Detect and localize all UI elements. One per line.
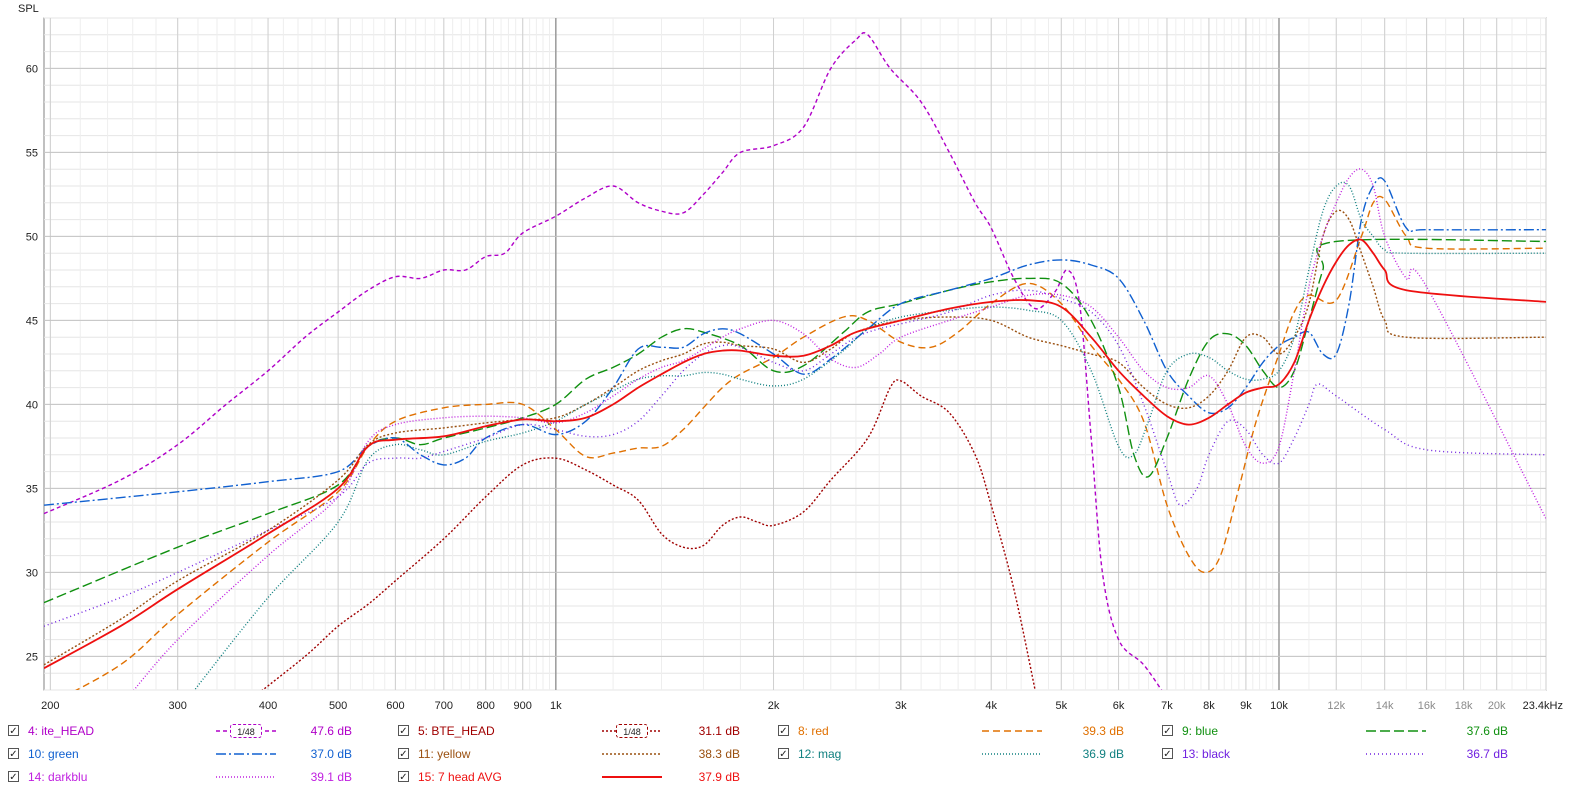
x-tick-label: 14k [1376, 700, 1394, 712]
legend-value: 47.6 dB [310, 724, 352, 738]
legend-value: 36.7 dB [1466, 747, 1508, 761]
y-tick-label: 45 [26, 315, 38, 327]
series-line-1 [44, 32, 1163, 690]
legend-line-sample [982, 753, 1042, 755]
legend-value: 39.3 dB [1082, 724, 1124, 738]
x-tick-label: 1k [550, 700, 562, 712]
y-tick-label: 55 [26, 147, 38, 159]
legend-item: ✓ 4: ite_HEAD 1/48 47.6 dB [8, 722, 388, 740]
legend-line-sample [1366, 730, 1426, 732]
x-tick-label: 18k [1455, 700, 1473, 712]
legend-item: ✓ 9: blue 37.6 dB [1162, 722, 1542, 740]
legend-value: 37.0 dB [310, 747, 352, 761]
legend-line-sample [216, 753, 276, 755]
x-tick-label: 3k [895, 700, 907, 712]
x-tick-label: 600 [386, 700, 404, 712]
y-tick-label: 60 [26, 63, 38, 75]
legend-line-sample [982, 730, 1042, 732]
series-curves [44, 32, 1546, 690]
y-tick-label: 40 [26, 399, 38, 411]
legend-label: 11: yellow [418, 747, 471, 761]
x-tick-label: 20k [1488, 700, 1506, 712]
grid [44, 17, 1547, 691]
x-tick-label: 7k [1161, 700, 1173, 712]
legend-label: 14: darkblu [28, 770, 88, 784]
legend-checkbox[interactable]: ✓ [1162, 748, 1173, 760]
legend-value: 31.1 dB [698, 724, 740, 738]
y-tick-label: 50 [26, 231, 38, 243]
y-tick-label: 25 [26, 651, 38, 663]
y-tick-label: 35 [26, 483, 38, 495]
legend-label: 10: green [28, 747, 79, 761]
x-tick-label: 400 [259, 700, 277, 712]
legend-item: ✓ 14: darkblu 39.1 dB [8, 768, 388, 786]
x-tick-label: 12k [1327, 700, 1345, 712]
x-tick-label: 4k [985, 700, 997, 712]
legend-value: 39.1 dB [310, 770, 352, 784]
series-line-10 [44, 238, 1546, 669]
legend-line-sample [602, 776, 662, 778]
legend-checkbox[interactable]: ✓ [398, 771, 409, 783]
legend-item: ✓ 5: BTE_HEAD 1/48 31.1 dB [398, 722, 778, 740]
legend-label: 15: 7 head AVG [418, 770, 502, 784]
series-line-5 [44, 177, 1546, 506]
legend-label: 4: ite_HEAD [28, 724, 95, 738]
x-tick-label: 300 [169, 700, 187, 712]
legend-item: ✓ 10: green 37.0 dB [8, 745, 388, 763]
x-tick-label: 200 [41, 700, 59, 712]
legend-value: 36.9 dB [1082, 747, 1124, 761]
legend-smoothing-badge: 1/48 [616, 724, 648, 738]
legend-item: ✓ 13: black 36.7 dB [1162, 745, 1542, 763]
x-tick-label: 800 [477, 700, 495, 712]
legend-checkbox[interactable]: ✓ [8, 725, 19, 737]
legend: ✓ 4: ite_HEAD 1/48 47.6 dB ✓ 5: BTE_HEAD 1/48 3… [0, 718, 1592, 804]
legend-checkbox[interactable]: ✓ [398, 748, 409, 760]
series-line-6 [44, 209, 1546, 666]
legend-line-sample [216, 776, 276, 778]
series-line-7 [193, 181, 1546, 690]
legend-checkbox[interactable]: ✓ [8, 771, 19, 783]
x-tick-label: 2k [768, 700, 780, 712]
x-tick-label: 23.4kHz [1523, 700, 1563, 712]
legend-value: 37.6 dB [1466, 724, 1508, 738]
legend-value: 38.3 dB [698, 747, 740, 761]
x-tick-label: 10k [1270, 700, 1288, 712]
legend-label: 5: BTE_HEAD [418, 724, 495, 738]
legend-label: 8: red [798, 724, 829, 738]
y-axis-label: SPL [18, 3, 39, 15]
legend-smoothing-badge: 1/48 [230, 724, 262, 738]
x-tick-label: 8k [1203, 700, 1215, 712]
legend-item: ✓ 11: yellow 38.3 dB [398, 745, 778, 763]
legend-checkbox[interactable]: ✓ [398, 725, 409, 737]
series-line-8 [44, 289, 1546, 627]
x-tick-label: 6k [1113, 700, 1125, 712]
legend-item: ✓ 8: red 39.3 dB [778, 722, 1158, 740]
legend-line-sample [602, 753, 662, 755]
x-tick-label: 900 [514, 700, 532, 712]
legend-checkbox[interactable]: ✓ [778, 725, 789, 737]
x-tick-label: 5k [1055, 700, 1067, 712]
series-line-4 [44, 238, 1546, 604]
legend-value: 37.9 dB [698, 770, 740, 784]
legend-item: ✓ 12: mag 36.9 dB [778, 745, 1158, 763]
series-line-2 [261, 379, 1036, 690]
legend-label: 13: black [1182, 747, 1231, 761]
legend-checkbox[interactable]: ✓ [8, 748, 19, 760]
x-tick-label: 16k [1418, 700, 1436, 712]
legend-label: 9: blue [1182, 724, 1219, 738]
y-tick-label: 30 [26, 567, 38, 579]
x-tick-label: 700 [435, 700, 453, 712]
series-line-3 [75, 195, 1546, 690]
x-tick-label: 9k [1240, 700, 1252, 712]
legend-item: ✓ 15: 7 head AVG 37.9 dB [398, 768, 778, 786]
legend-checkbox[interactable]: ✓ [1162, 725, 1173, 737]
x-tick-label: 500 [329, 700, 347, 712]
legend-checkbox[interactable]: ✓ [778, 748, 789, 760]
legend-label: 12: mag [798, 747, 842, 761]
legend-line-sample [1366, 753, 1426, 755]
